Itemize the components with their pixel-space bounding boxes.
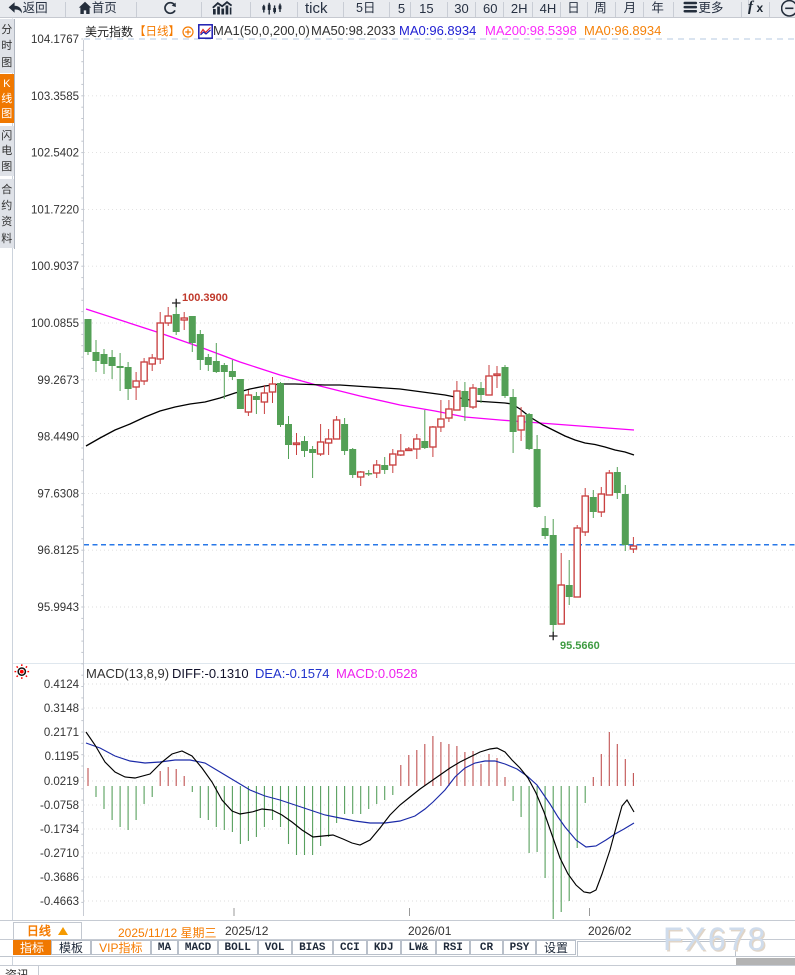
svg-text:0.3148: 0.3148 — [44, 703, 79, 715]
svg-text:100.3900: 100.3900 — [182, 292, 228, 304]
svg-text:-0.4663: -0.4663 — [40, 896, 79, 908]
svg-text:96.8125: 96.8125 — [37, 545, 79, 557]
svg-text:MACD(13,8,9): MACD(13,8,9) — [86, 666, 169, 681]
svg-text:100.9037: 100.9037 — [31, 261, 79, 273]
svg-text:95.5660: 95.5660 — [560, 640, 600, 652]
svg-text:98.4490: 98.4490 — [37, 432, 79, 444]
svg-text:DIFF:-0.1310: DIFF:-0.1310 — [172, 666, 249, 681]
svg-text:0.4124: 0.4124 — [44, 679, 80, 691]
svg-text:103.3585: 103.3585 — [31, 91, 79, 103]
svg-text:-0.3686: -0.3686 — [40, 872, 79, 884]
svg-text:0.2171: 0.2171 — [44, 727, 79, 739]
svg-text:102.5402: 102.5402 — [31, 148, 79, 160]
svg-text:MACD:0.0528: MACD:0.0528 — [336, 666, 418, 681]
svg-text:99.2673: 99.2673 — [37, 375, 79, 387]
svg-text:100.0855: 100.0855 — [31, 318, 79, 330]
svg-text:-0.1734: -0.1734 — [40, 824, 80, 836]
svg-text:95.9943: 95.9943 — [37, 602, 79, 614]
svg-text:101.7220: 101.7220 — [31, 204, 79, 216]
svg-text:104.1767: 104.1767 — [31, 34, 79, 46]
svg-text:0.0219: 0.0219 — [44, 776, 79, 788]
svg-text:97.6308: 97.6308 — [37, 488, 79, 500]
svg-text:-0.0758: -0.0758 — [40, 800, 79, 812]
svg-text:DEA:-0.1574: DEA:-0.1574 — [255, 666, 329, 681]
svg-text:0.1195: 0.1195 — [45, 751, 79, 763]
svg-text:-0.2710: -0.2710 — [40, 848, 79, 860]
